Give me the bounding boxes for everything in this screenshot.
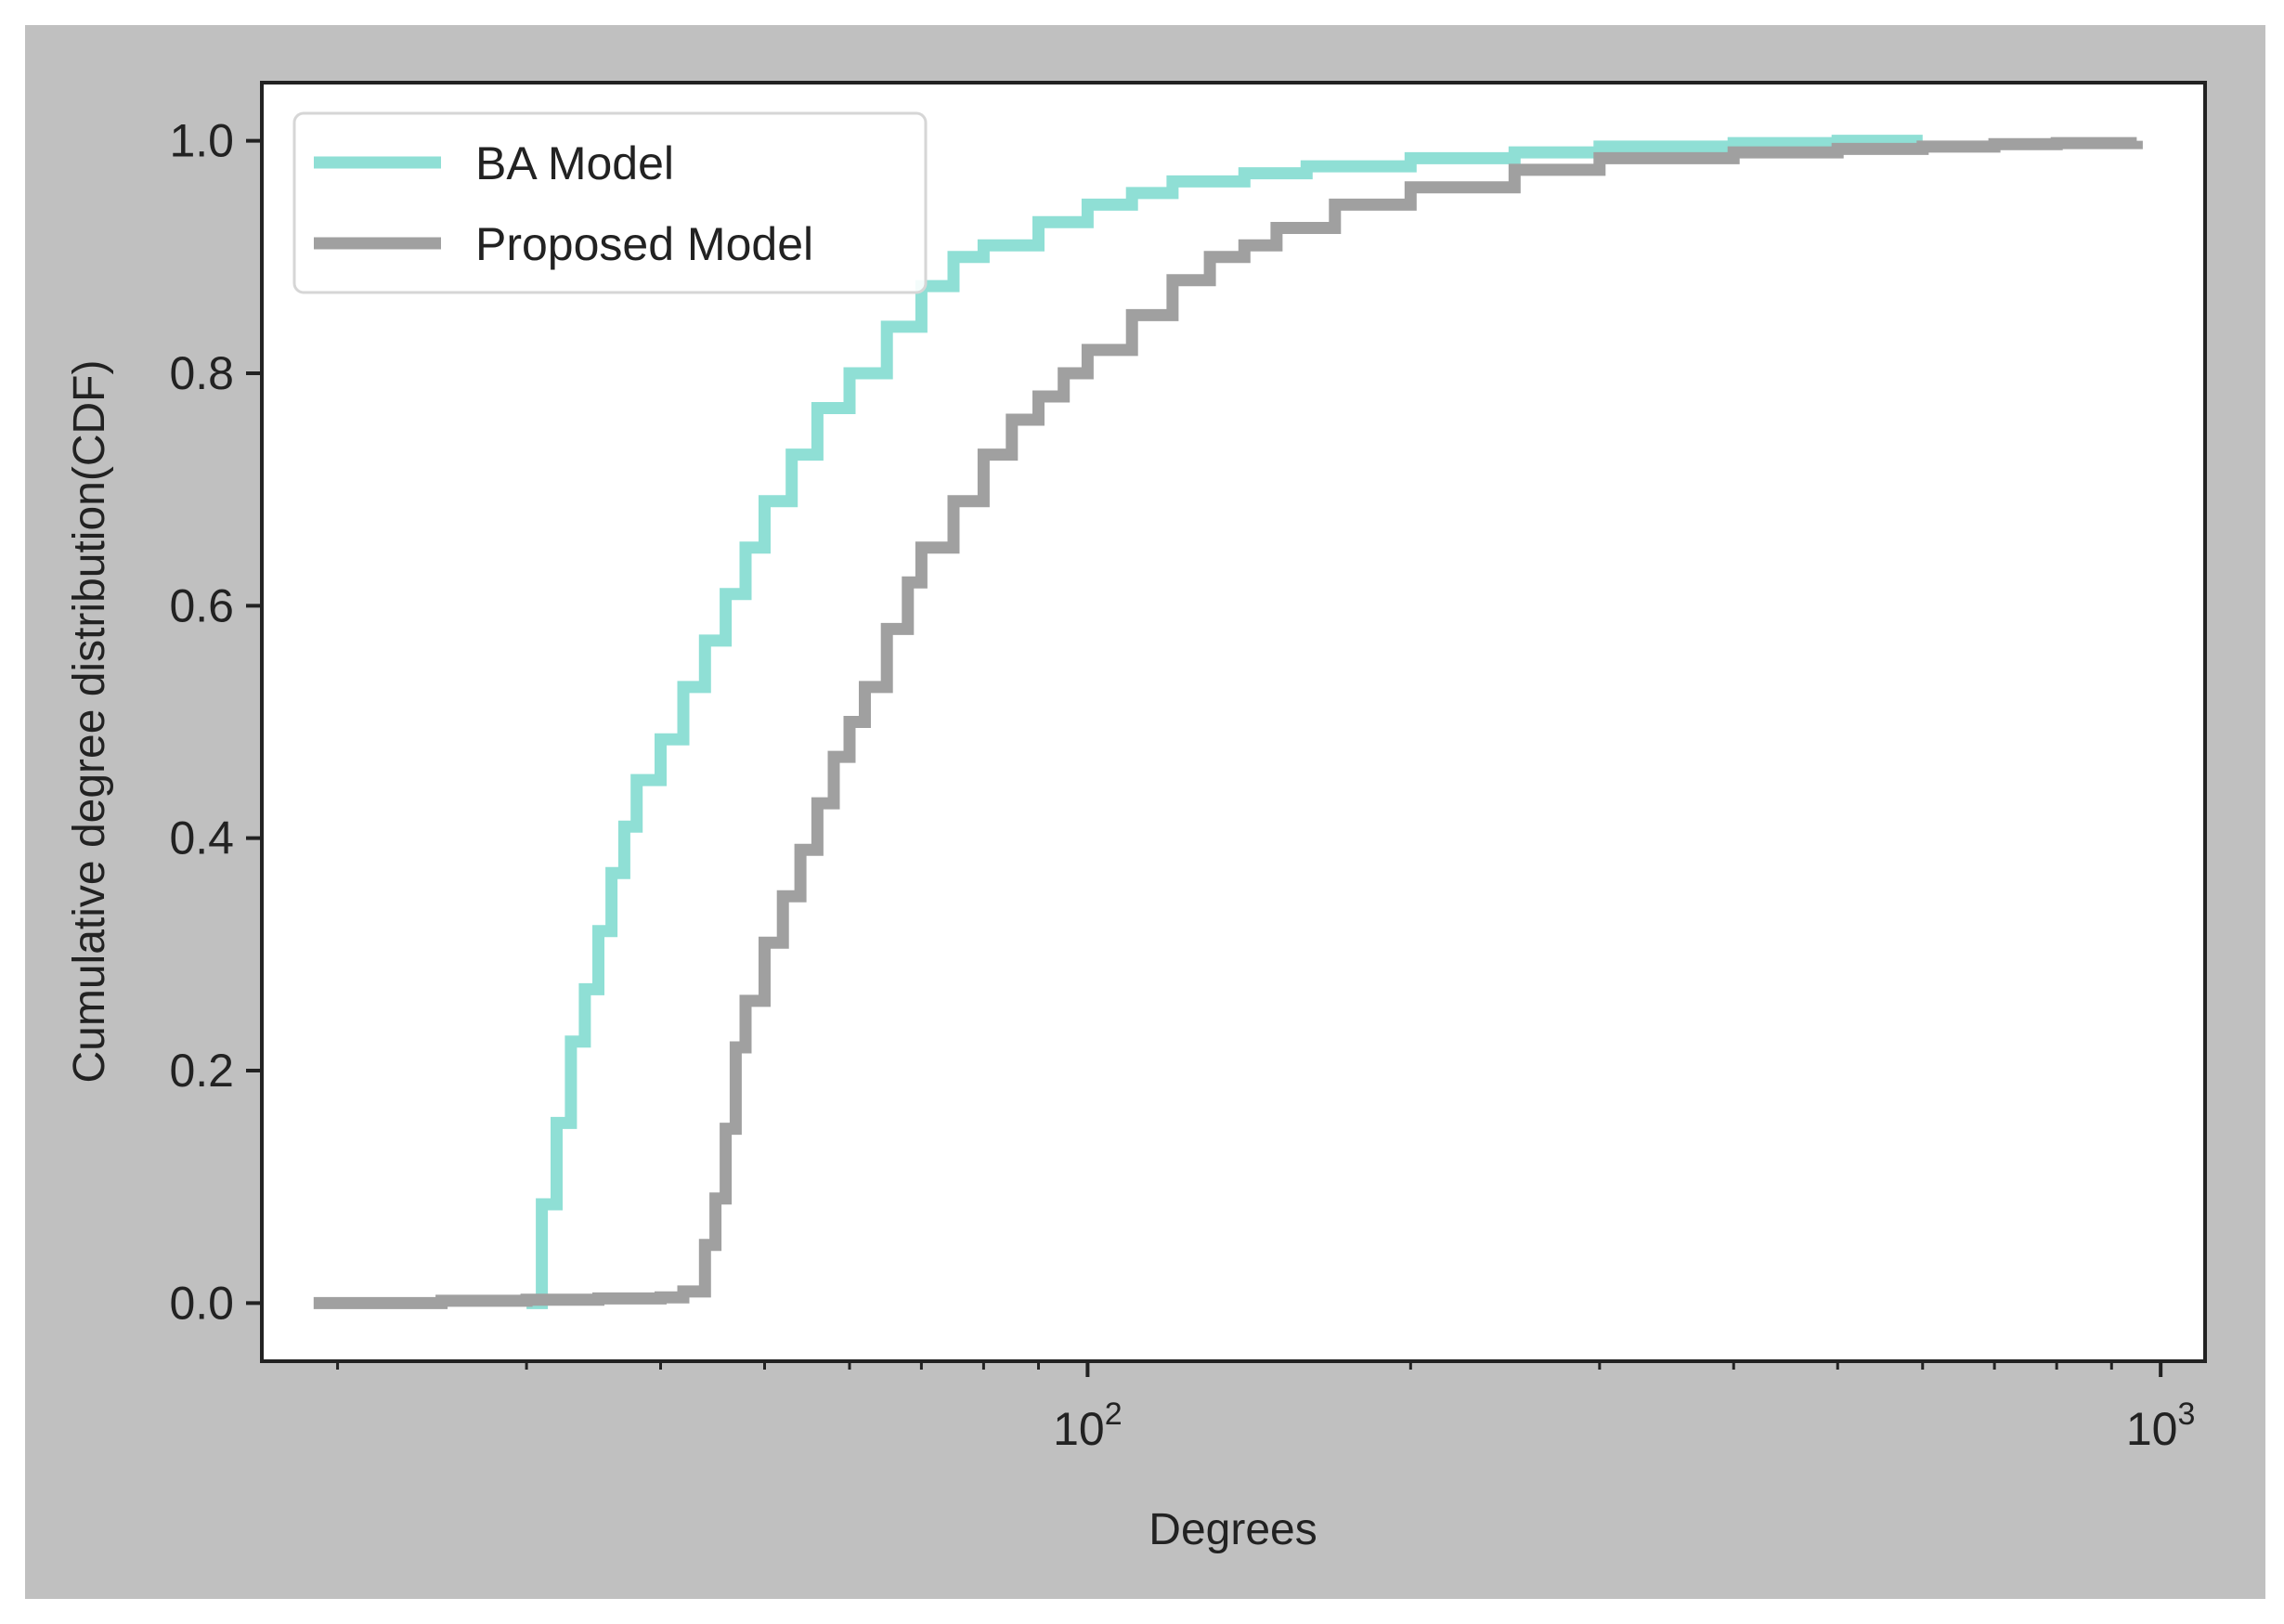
legend: BA Model Proposed Model [292,111,928,294]
y-tick-label: 0.8 [169,347,234,399]
x-tick-label: 103 [2126,1397,2196,1455]
plot-area [262,83,2205,1361]
cdf-chart: 102 103 0.0 0.2 0.4 0.6 0.8 1.0 Degrees Cumula… [65,81,2207,1554]
legend-label-ba-model: BA Model [475,137,674,189]
series-layer [313,135,2143,1309]
legend-label-proposed-model: Proposed Model [475,218,813,270]
plot-frame [260,81,2207,1363]
x-axis-ticks: 102 103 [336,1361,2196,1455]
y-tick-label: 0.2 [169,1045,234,1097]
x-tick-label: 102 [1053,1397,1123,1455]
y-tick-label: 0.4 [169,812,234,864]
y-axis-ticks: 0.0 0.2 0.4 0.6 0.8 1.0 [169,115,262,1329]
y-tick-label: 1.0 [169,115,234,167]
y-axis-label: Cumulative degree distribution(CDF) [65,360,114,1084]
y-tick-label: 0.0 [169,1277,234,1329]
series-line-ba-model [526,135,1923,1309]
x-axis-label: Degrees [1148,1505,1317,1554]
y-tick-label: 0.6 [169,579,234,631]
legend-box [292,111,928,294]
series-line-proposed-model [313,136,2143,1309]
figure-background: 102 103 0.0 0.2 0.4 0.6 0.8 1.0 Degrees Cumula… [25,25,2265,1599]
